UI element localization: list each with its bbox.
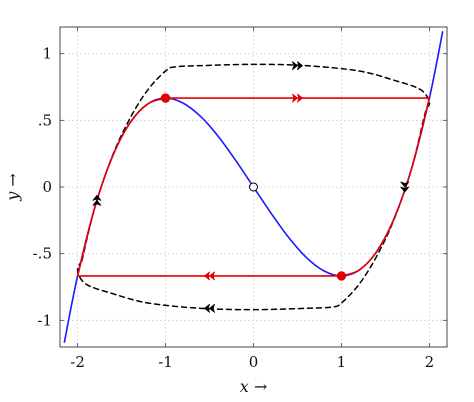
x-axis-title: x → [240,377,268,396]
plot-markers [160,93,347,281]
x-tick-label: 1 [337,353,347,371]
axis-ticks: -2 -1 0 1 2 -1 -.5 0 .5 1 [33,27,447,371]
unstable-point-marker [249,182,258,192]
arrow-head-back [297,93,303,103]
arrow-head-back [297,61,303,71]
arrow-head-front [209,271,215,281]
x-tick-label: -2 [70,353,85,371]
y-tick-label: .5 [38,111,52,129]
arrow-head-back [204,303,210,313]
y-tick-label: -1 [37,311,52,329]
arrow-head-front [292,93,298,103]
arrow-head-front [209,303,215,313]
direction-arrows [92,61,410,313]
fixed-point-marker [336,271,347,281]
double-arrow-head [400,181,410,193]
double-arrow-head [92,194,102,206]
y-axis-title: y → [3,173,22,202]
double-arrow-head [292,61,303,71]
fixed-point-marker [160,93,171,103]
arrow-head-front [400,181,410,188]
arrow-head-back [92,194,102,201]
arrow-head-back [204,271,210,281]
double-arrow-head [204,303,215,313]
y-tick-label: 0 [42,178,52,196]
x-tick-label: -1 [158,353,173,371]
double-arrow-head [204,271,215,281]
y-tick-label: -.5 [33,245,52,263]
x-tick-label: 2 [425,353,435,371]
arrow-head-front [292,61,298,71]
arrow-head-back [400,186,410,193]
y-tick-label: 1 [42,45,52,63]
arrow-head-front [92,199,102,206]
x-tick-label: 0 [249,353,259,371]
double-arrow-head [292,93,303,103]
